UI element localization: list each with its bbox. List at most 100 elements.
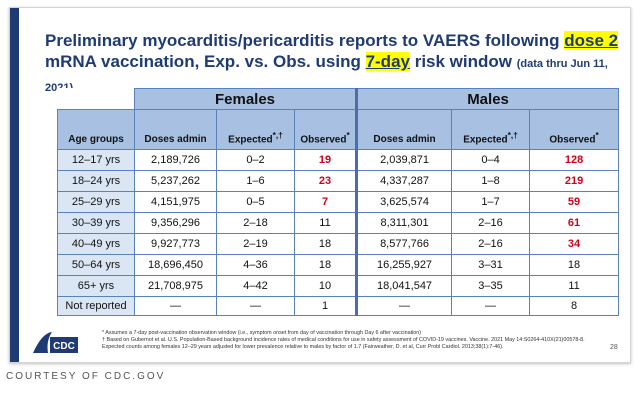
group-header-males: Males bbox=[355, 88, 620, 110]
female-expected-cell: 0–5 bbox=[216, 191, 295, 213]
age-cell: 65+ yrs bbox=[57, 275, 135, 297]
table-row: 12–17 yrs 2,189,726 0–2 19 2,039,871 0–4 128 bbox=[57, 149, 620, 171]
female-doses-cell: 18,696,450 bbox=[134, 254, 217, 276]
title-text: Preliminary myocarditis/pericarditis rep… bbox=[45, 31, 565, 50]
title-highlight-dose: dose 2 bbox=[564, 31, 619, 50]
footnote-1: * Assumes a 7-day post-vaccination obser… bbox=[102, 330, 422, 336]
col-header-age: Age groups bbox=[57, 109, 135, 150]
title-highlight-window: 7-day bbox=[365, 52, 410, 71]
male-observed-cell: 61 bbox=[529, 212, 620, 234]
col-header-label: Expected bbox=[463, 134, 508, 145]
female-observed-cell: 11 bbox=[293, 212, 358, 234]
age-cell: 12–17 yrs bbox=[57, 149, 135, 171]
male-expected-cell: 1–7 bbox=[451, 191, 531, 213]
male-observed-cell: 34 bbox=[529, 233, 620, 255]
female-doses-cell: 4,151,975 bbox=[134, 191, 217, 213]
female-observed-cell: 1 bbox=[293, 296, 358, 316]
female-doses-cell: 9,356,296 bbox=[134, 212, 217, 234]
male-doses-cell: 16,255,927 bbox=[355, 254, 453, 276]
col-header-expected-male: Expected*,† bbox=[451, 109, 531, 150]
female-expected-cell: 2–18 bbox=[216, 212, 295, 234]
female-doses-cell: — bbox=[134, 296, 217, 316]
col-header-footnote-mark: *,† bbox=[507, 129, 518, 140]
male-observed-cell: 8 bbox=[529, 296, 620, 316]
female-observed-cell: 10 bbox=[293, 275, 358, 297]
male-observed-cell: 11 bbox=[529, 275, 620, 297]
col-header-footnote-mark: *,† bbox=[272, 129, 283, 140]
female-observed-cell: 18 bbox=[293, 254, 358, 276]
myocarditis-table: Females Males Age groups Doses admin Exp… bbox=[57, 88, 620, 316]
female-expected-cell: 1–6 bbox=[216, 170, 295, 192]
table-row: 25–29 yrs 4,151,975 0–5 7 3,625,574 1–7 59 bbox=[57, 191, 620, 213]
age-cell: 50–64 yrs bbox=[57, 254, 135, 276]
table-row: 40–49 yrs 9,927,773 2–19 18 8,577,766 2–16 34 bbox=[57, 233, 620, 255]
table-row: 65+ yrs 21,708,975 4–42 10 18,041,547 3–35 11 bbox=[57, 275, 620, 297]
female-expected-cell: 0–2 bbox=[216, 149, 295, 171]
footnotes: * Assumes a 7-day post-vaccination obser… bbox=[102, 330, 602, 351]
male-expected-cell: 3–35 bbox=[451, 275, 531, 297]
cdc-logo-icon: CDC bbox=[33, 332, 78, 353]
title-text: risk window bbox=[409, 52, 517, 71]
male-observed-cell: 128 bbox=[529, 149, 620, 171]
title-text: mRNA vaccination, Exp. vs. Obs. using bbox=[45, 52, 366, 71]
male-doses-cell: 8,577,766 bbox=[355, 233, 453, 255]
table-body: 12–17 yrs 2,189,726 0–2 19 2,039,871 0–4 128 18… bbox=[57, 149, 620, 297]
male-doses-cell: 18,041,547 bbox=[355, 275, 453, 297]
table-row: 18–24 yrs 5,237,262 1–6 23 4,337,287 1–8 219 bbox=[57, 170, 620, 192]
slide: Preliminary myocarditis/pericarditis rep… bbox=[9, 7, 631, 363]
female-observed-cell: 7 bbox=[293, 191, 358, 213]
group-header-females: Females bbox=[133, 88, 358, 110]
table-row: 30–39 yrs 9,356,296 2–18 11 8,311,301 2–16 61 bbox=[57, 212, 620, 234]
age-cell: 40–49 yrs bbox=[57, 233, 135, 255]
female-expected-cell: 2–19 bbox=[216, 233, 295, 255]
col-header-expected-female: Expected*,† bbox=[216, 109, 295, 150]
col-header-doses-male: Doses admin bbox=[355, 109, 453, 150]
cdc-logo-text: CDC bbox=[53, 341, 75, 352]
female-observed-cell: 19 bbox=[293, 149, 358, 171]
courtesy-credit: COURTESY OF CDC.GOV bbox=[6, 371, 166, 382]
male-doses-cell: 8,311,301 bbox=[355, 212, 453, 234]
male-observed-cell: 59 bbox=[529, 191, 620, 213]
col-header-doses-female: Doses admin bbox=[134, 109, 217, 150]
female-expected-cell: 4–42 bbox=[216, 275, 295, 297]
col-header-footnote-mark: * bbox=[346, 129, 350, 140]
male-expected-cell: 0–4 bbox=[451, 149, 531, 171]
col-header-label: Expected bbox=[228, 134, 273, 145]
male-doses-cell: 3,625,574 bbox=[355, 191, 453, 213]
age-cell: 18–24 yrs bbox=[57, 170, 135, 192]
table-row-not-reported: Not reported — — 1 — — 8 bbox=[57, 296, 620, 316]
female-doses-cell: 2,189,726 bbox=[134, 149, 217, 171]
female-doses-cell: 9,927,773 bbox=[134, 233, 217, 255]
col-header-footnote-mark: * bbox=[595, 129, 599, 140]
male-doses-cell: — bbox=[355, 296, 453, 316]
footnote-2: † Based on Gubernot et al. U.S. Populati… bbox=[102, 337, 585, 350]
male-observed-cell: 219 bbox=[529, 170, 620, 192]
cdc-logo: CDC bbox=[30, 329, 80, 357]
male-doses-cell: 4,337,287 bbox=[355, 170, 453, 192]
male-expected-cell: 3–31 bbox=[451, 254, 531, 276]
age-cell: 25–29 yrs bbox=[57, 191, 135, 213]
col-header-label: Observed bbox=[549, 134, 596, 145]
female-expected-cell: — bbox=[216, 296, 295, 316]
age-cell: 30–39 yrs bbox=[57, 212, 135, 234]
col-header-observed-male: Observed* bbox=[529, 109, 620, 150]
col-header-label: Observed bbox=[300, 134, 347, 145]
female-expected-cell: 4–36 bbox=[216, 254, 295, 276]
title-line-2: mRNA vaccination, Exp. vs. Obs. using 7-… bbox=[45, 51, 630, 99]
corner-cell bbox=[57, 88, 135, 110]
male-doses-cell: 2,039,871 bbox=[355, 149, 453, 171]
female-doses-cell: 5,237,262 bbox=[134, 170, 217, 192]
slide-title: Preliminary myocarditis/pericarditis rep… bbox=[45, 30, 630, 99]
female-doses-cell: 21,708,975 bbox=[134, 275, 217, 297]
female-observed-cell: 18 bbox=[293, 233, 358, 255]
page-number: 28 bbox=[610, 344, 618, 351]
age-cell: Not reported bbox=[57, 296, 135, 316]
table-row: 50–64 yrs 18,696,450 4–36 18 16,255,927 3–31 1… bbox=[57, 254, 620, 276]
male-expected-cell: 2–16 bbox=[451, 212, 531, 234]
female-observed-cell: 23 bbox=[293, 170, 358, 192]
male-expected-cell: — bbox=[451, 296, 531, 316]
title-line-1: Preliminary myocarditis/pericarditis rep… bbox=[45, 30, 630, 51]
male-observed-cell: 18 bbox=[529, 254, 620, 276]
male-expected-cell: 2–16 bbox=[451, 233, 531, 255]
male-expected-cell: 1–8 bbox=[451, 170, 531, 192]
